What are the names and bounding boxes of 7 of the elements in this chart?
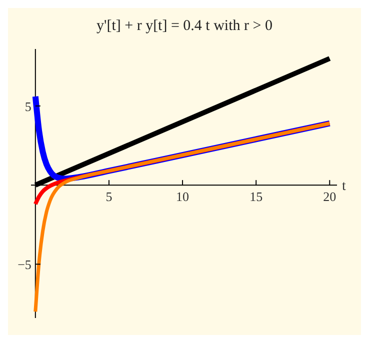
x-axis-title: t	[342, 179, 346, 194]
chart-title: y'[t] + r y[t] = 0.4 t with r > 0	[96, 17, 274, 35]
x-tick-label: 20	[323, 189, 336, 204]
y-tick-label: −5	[18, 257, 32, 272]
x-tick-label: 10	[176, 189, 190, 204]
x-tick-label: 15	[250, 189, 263, 204]
x-tick-label: 5	[106, 189, 112, 204]
